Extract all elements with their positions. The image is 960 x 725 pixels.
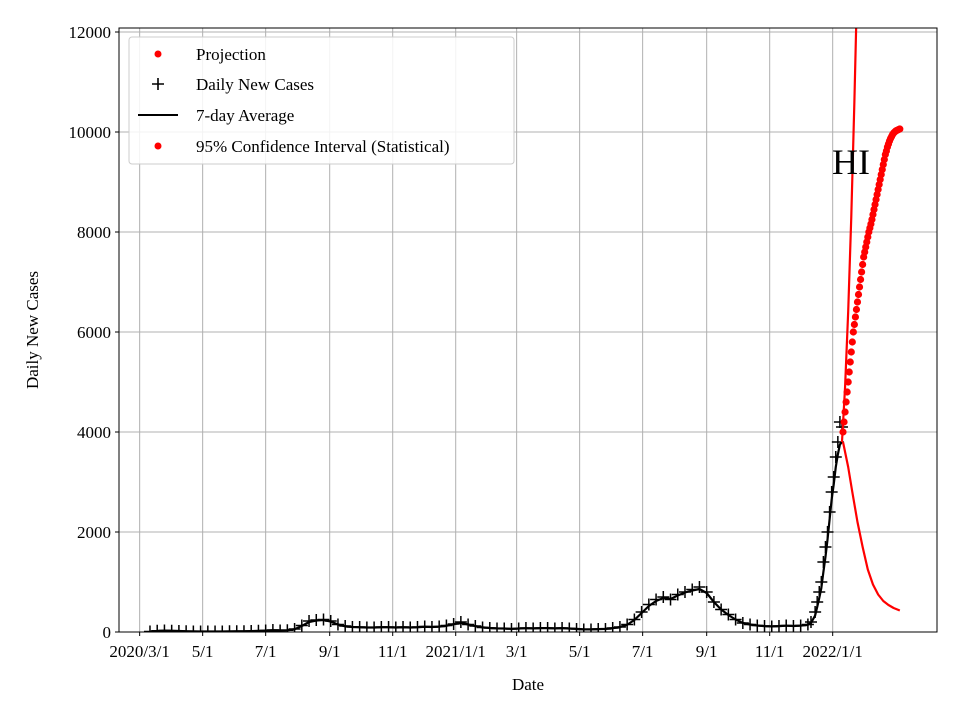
legend-daily-label: Daily New Cases (196, 75, 314, 94)
legend-plus-marker (152, 78, 164, 90)
y-tick-label: 2000 (77, 523, 111, 542)
x-axis: 2020/3/1 5/1 7/1 9/1 11/1 2021/1/1 3/1 5/1 7/1 9/… (109, 632, 863, 661)
y-axis: 0 2000 4000 6000 8000 10000 12000 (69, 23, 119, 642)
y-tick-label: 0 (103, 623, 112, 642)
ci-upper-point (851, 313, 860, 321)
ci-upper-point (850, 320, 858, 329)
ci-upper-point (852, 305, 861, 314)
ci-upper-point (847, 348, 855, 356)
ci-upper-point (843, 388, 851, 396)
ci-upper-point (859, 260, 867, 269)
x-tick-label: 3/1 (506, 642, 528, 661)
ci-upper-point (845, 368, 853, 376)
ci-upper-point (846, 358, 854, 366)
ci-upper-point (848, 338, 856, 346)
7-day-average-line (149, 441, 843, 632)
ci-upper-point (896, 125, 904, 133)
daily-case-marker (693, 581, 706, 593)
y-tick-label: 4000 (77, 423, 111, 442)
ci-upper-point (840, 418, 848, 426)
y-tick-label: 8000 (77, 223, 111, 242)
95-confidence-interval-statistical-lower-line (841, 441, 901, 612)
state-annotation: HI (832, 142, 870, 182)
ci-upper-point (849, 328, 857, 336)
legend-avg-label: 7-day Average (196, 106, 294, 125)
x-tick-label: 9/1 (319, 642, 341, 661)
legend-ci-marker (154, 142, 162, 150)
x-tick-label: 2022/1/1 (802, 642, 862, 661)
y-tick-label: 10000 (69, 123, 112, 142)
x-tick-label: 5/1 (192, 642, 214, 661)
x-tick-label: 7/1 (255, 642, 277, 661)
x-tick-label: 5/1 (569, 642, 591, 661)
ci-upper-point (842, 398, 850, 406)
x-axis-label: Date (512, 675, 544, 694)
ci-upper-point (854, 290, 863, 299)
legend-projection-marker (154, 50, 162, 58)
x-tick-label: 2021/1/1 (425, 642, 485, 661)
ci-upper-point (844, 378, 852, 386)
ci-upper-point (839, 428, 847, 436)
x-tick-label: 2020/3/1 (109, 642, 169, 661)
plot-marks (143, 28, 904, 632)
legend-box (128, 36, 515, 165)
legend-ci-label: 95% Confidence Interval (Statistical) (196, 137, 450, 156)
x-tick-label: 9/1 (696, 642, 718, 661)
y-tick-label: 6000 (77, 323, 111, 342)
y-tick-label: 12000 (69, 23, 112, 42)
x-tick-label: 11/1 (755, 642, 785, 661)
ci-upper-point (855, 283, 864, 291)
ci-upper-point (841, 408, 849, 416)
x-tick-label: 11/1 (378, 642, 408, 661)
projection-line (840, 28, 858, 443)
axes-frame (118, 27, 938, 633)
x-tick-label: 7/1 (632, 642, 654, 661)
ci-upper-point (853, 298, 862, 306)
legend-projection-label: Projection (196, 45, 266, 64)
legend: Projection Daily New Cases 7-day Average… (128, 36, 515, 165)
y-axis-label: Daily New Cases (23, 271, 42, 389)
ci-upper-point (856, 275, 865, 284)
ci-upper-point (858, 268, 866, 276)
